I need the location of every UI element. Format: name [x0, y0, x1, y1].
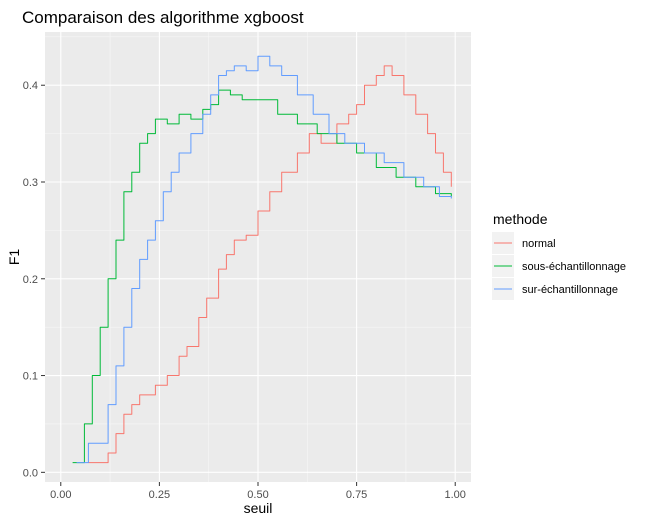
x-tick-label: 1.00: [445, 489, 466, 501]
legend-label-sur-échantillonnage: sur-échantillonnage: [522, 284, 618, 296]
y-tick-label: 0.1: [23, 371, 38, 383]
legend-label-sous-échantillonnage: sous-échantillonnage: [522, 261, 626, 273]
y-tick-label: 0.0: [23, 467, 38, 479]
legend: methode normal sous-échantillonnage sur-éc…: [492, 211, 626, 300]
y-axis-label: F1: [6, 249, 22, 266]
x-tick-label: 0.00: [50, 489, 71, 501]
x-axis: 0.00 0.25 0.50 0.75 1.00: [50, 482, 466, 501]
y-tick-label: 0.4: [23, 80, 38, 92]
x-axis-label: seuil: [244, 500, 273, 516]
x-tick-label: 0.50: [247, 489, 268, 501]
y-tick-label: 0.2: [23, 274, 38, 286]
y-tick-label: 0.3: [23, 177, 38, 189]
series-line-sur-échantillonnage: [76, 55, 452, 464]
series-lines: [72, 55, 452, 464]
x-tick-label: 0.75: [346, 489, 367, 501]
series-line-sous-échantillonnage: [72, 89, 452, 464]
legend-label-normal: normal: [522, 238, 556, 250]
chart-title: Comparaison des algorithme xgboost: [22, 8, 304, 27]
y-axis: 0.0 0.1 0.2 0.3 0.4: [23, 80, 45, 479]
x-tick-label: 0.25: [149, 489, 170, 501]
legend-items: normal sous-échantillonnage sur-échantillo…: [492, 232, 626, 300]
series-line-normal: [88, 65, 452, 464]
legend-title: methode: [493, 211, 548, 227]
